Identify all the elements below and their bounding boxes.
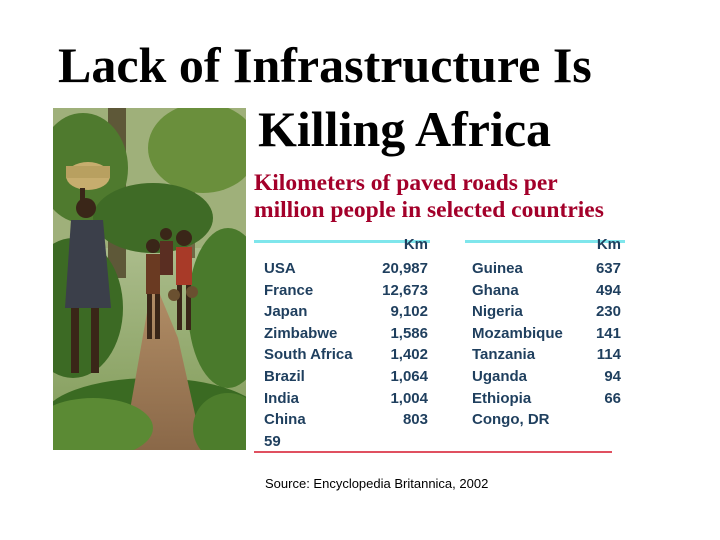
right-unit-header: Km: [596, 236, 621, 253]
country-name: Congo, DR: [472, 411, 550, 429]
road-km-value: 637: [595, 260, 621, 277]
road-km-value: 9,102: [390, 303, 428, 321]
road-km-value: 66: [604, 389, 621, 407]
country-name: Tanzania: [472, 346, 536, 364]
subtitle-line-2: million people in selected countries: [254, 197, 604, 223]
subtitle: Kilometers of paved roads per million pe…: [254, 170, 604, 224]
children-carrying-water-photo: [53, 108, 246, 450]
left-unit-header: Km: [403, 236, 428, 253]
title-line-1: Lack of Infrastructure Is: [58, 37, 592, 93]
country-name: South Africa: [264, 346, 353, 364]
road-km-value: 230: [595, 303, 621, 321]
subtitle-line-1: Kilometers of paved roads per: [254, 170, 558, 196]
source-citation: Source: Encyclopedia Britannica, 2002: [265, 476, 489, 491]
road-km-value: 1,004: [390, 389, 428, 407]
country-name: Nigeria: [472, 303, 523, 321]
road-km-value: 94: [604, 367, 621, 385]
road-km-value: 141: [595, 324, 621, 342]
country-name: USA: [264, 260, 296, 277]
country-name: Brazil: [264, 367, 305, 385]
road-km-value: 20,987: [382, 260, 428, 277]
country-name: Japan: [264, 303, 308, 321]
right-country-list: Guinea Ghana Nigeria Mozambique Tanzania…: [472, 258, 563, 431]
road-km-value: 494: [595, 281, 621, 299]
country-name: Guinea: [472, 260, 523, 277]
country-name: Mozambique: [472, 324, 563, 342]
photo-illustration: [53, 108, 246, 450]
road-km-value: 114: [596, 346, 621, 364]
road-km-value: 1,586: [390, 324, 428, 342]
title-line-2: Killing Africa: [258, 101, 552, 157]
left-country-list: USA France Japan Zimbabwe South Africa B…: [264, 258, 353, 452]
right-value-list: 637 494 230 141 114 94 66: [570, 258, 621, 409]
left-value-list: 20,987 12,673 9,102 1,586 1,402 1,064 1,…: [352, 258, 428, 431]
country-name: France: [264, 281, 314, 299]
road-km-value: 1,064: [390, 367, 428, 385]
road-km-value: 803: [402, 411, 428, 429]
left-table-top-rule: [254, 240, 430, 243]
country-name: Ghana: [472, 281, 519, 299]
country-name: Ethiopia: [472, 389, 532, 407]
table-bottom-rule: [254, 451, 612, 453]
country-name: Zimbabwe: [264, 324, 338, 342]
road-km-value: 12,673: [382, 281, 428, 299]
country-name: China: [264, 411, 306, 429]
road-km-value: 1,402: [390, 346, 428, 364]
country-name: 59: [264, 432, 281, 450]
country-name: Uganda: [472, 367, 528, 385]
country-name: India: [264, 389, 300, 407]
right-table-top-rule: [465, 240, 625, 243]
